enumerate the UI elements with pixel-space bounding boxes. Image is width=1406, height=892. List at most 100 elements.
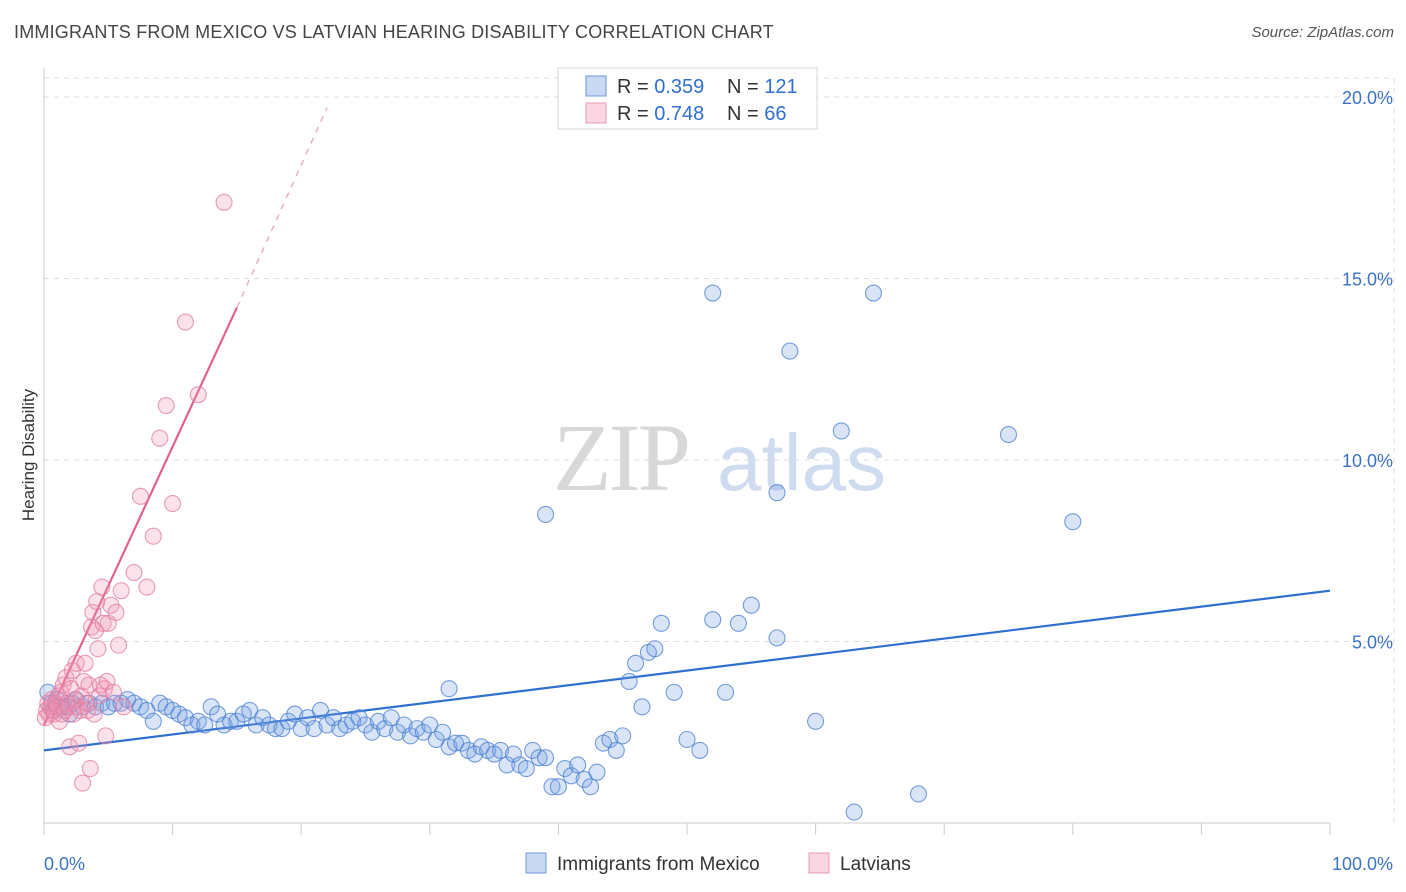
legend-blue-n-label: N = (727, 76, 764, 98)
mexico-point-87 (569, 756, 587, 774)
mexico-point-54 (356, 716, 375, 734)
latvians-point-38 (85, 705, 103, 723)
mexico-point-59 (389, 723, 407, 741)
latvians-point-16 (57, 669, 75, 687)
mexico-point-111 (536, 505, 555, 524)
mexico-point-66 (434, 723, 452, 741)
mexico-points (39, 284, 1082, 821)
mexico-point-37 (247, 716, 265, 734)
latvians-point-51 (104, 683, 122, 701)
mexico-point-89 (581, 778, 600, 796)
mexico-point-53 (350, 709, 368, 727)
latvians-point-35 (81, 759, 99, 778)
svg-text:R = 0.359: R = 0.359 (617, 76, 704, 98)
mexico-point-83 (543, 778, 561, 796)
mexico-point-94 (614, 727, 632, 745)
mexico-point-56 (369, 712, 387, 730)
mexico-point-100 (652, 614, 670, 632)
legend-pink-r-value: 0.748 (654, 103, 704, 125)
mexico-point-31 (209, 705, 227, 723)
mexico-point-61 (401, 727, 420, 745)
latvians-point-48 (98, 672, 116, 690)
mexico-point-60 (395, 716, 413, 734)
mexico-point-113 (781, 342, 799, 360)
mexico-point-64 (421, 716, 439, 734)
x-tick-label-0: 0.0% (44, 854, 85, 874)
latvians-point-26 (70, 734, 88, 752)
bottom-legend-label-blue: Immigrants from Mexico (557, 854, 760, 875)
latvians-point-62 (164, 495, 182, 513)
mexico-point-55 (363, 723, 381, 741)
mexico-point-81 (530, 749, 548, 767)
mexico-point-93 (607, 741, 625, 759)
latvians-point-57 (131, 487, 149, 505)
mexico-point-46 (305, 720, 323, 738)
mexico-point-95 (620, 672, 638, 690)
mexico-point-65 (427, 730, 445, 749)
mexico-point-116 (999, 426, 1018, 444)
legend-pink-n-value: 66 (764, 103, 786, 125)
mexico-point-85 (556, 759, 574, 778)
latvians-trend-extension (236, 107, 328, 308)
mexico-point-15 (106, 694, 124, 712)
latvians-point-31 (76, 654, 94, 672)
mexico-trend-segment (43, 589, 1331, 752)
y-axis-label: Hearing Disability (19, 388, 38, 521)
mexico-point-49 (324, 709, 342, 727)
legend-blue-r-value: 0.359 (654, 76, 704, 98)
chart-source: Source: ZipAtlas.com (1251, 24, 1394, 41)
latvians-point-64 (189, 386, 207, 404)
latvians-point-37 (84, 603, 102, 622)
bottom-legend-swatch-pink (808, 852, 830, 874)
mexico-point-102 (678, 730, 696, 749)
svg-text:N = 121: N = 121 (727, 76, 798, 98)
mexico-point-110 (440, 680, 458, 698)
mexico-point-119 (845, 803, 863, 821)
latvians-point-45 (94, 614, 112, 632)
mexico-point-79 (517, 759, 535, 778)
latvians-point-54 (112, 582, 130, 600)
mexico-point-112 (704, 284, 722, 302)
mexico-point-97 (633, 698, 651, 716)
latvians-point-56 (125, 563, 143, 582)
latvians-point-60 (151, 429, 169, 447)
x-tick-labels: 0.0% 100.0% (44, 854, 1393, 874)
y-tick-label-1: 10.0% (1342, 451, 1393, 471)
mexico-point-41 (273, 720, 291, 738)
mexico-point-82 (536, 749, 555, 767)
mexico-point-40 (266, 720, 285, 738)
bottom-legend: Immigrants from Mexico Latvians (525, 852, 911, 875)
latvians-point-53 (110, 636, 128, 654)
y-tick-label-2: 15.0% (1342, 270, 1393, 290)
mexico-point-71 (466, 745, 484, 763)
y-tick-labels: 5.0% 10.0% 15.0% 20.0% (1342, 88, 1393, 653)
latvians-point-40 (88, 593, 106, 611)
latvians-point-59 (144, 527, 162, 545)
legend-blue-n-value: 121 (764, 76, 797, 98)
mexico-point-106 (729, 614, 747, 632)
mexico-point-105 (717, 683, 735, 701)
mexico-point-47 (311, 701, 330, 720)
latvians-point-29 (74, 774, 92, 792)
mexico-point-103 (691, 741, 709, 759)
mexico-point-88 (575, 770, 593, 788)
mexico-point-96 (627, 654, 645, 672)
mexico-point-33 (221, 712, 240, 730)
mexico-point-30 (202, 698, 220, 716)
mexico-point-115 (864, 284, 883, 302)
mexico-point-86 (562, 767, 580, 785)
mexico-point-48 (318, 716, 336, 734)
mexico-point-38 (254, 709, 272, 727)
mexico-point-92 (601, 730, 619, 749)
mexico-trend-line (43, 589, 1331, 752)
mexico-point-45 (299, 709, 317, 727)
mexico-point-77 (504, 745, 522, 763)
grid (44, 77, 1395, 823)
mexico-point-58 (382, 709, 400, 727)
mexico-point-80 (524, 741, 542, 759)
latvians-point-44 (93, 578, 111, 596)
mexico-point-118 (768, 484, 786, 502)
mexico-point-68 (446, 734, 465, 752)
mexico-point-108 (768, 629, 786, 647)
